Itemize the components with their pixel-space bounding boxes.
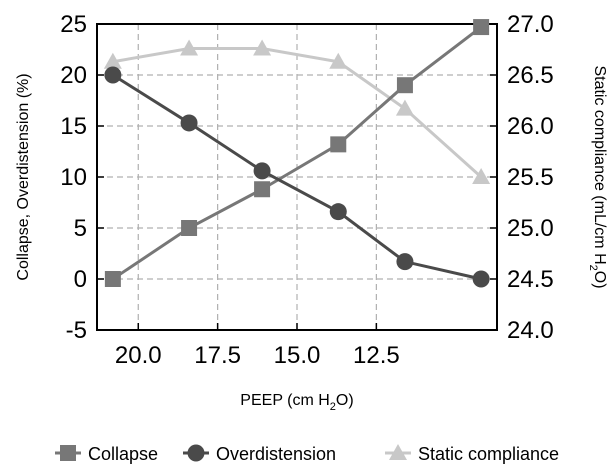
y-right-tick-label: 25.5 <box>507 164 554 191</box>
grid <box>97 24 497 330</box>
y-right-tick-label: 25.0 <box>507 215 554 242</box>
data-point-overdistension <box>329 203 347 221</box>
data-point-overdistension <box>253 162 271 180</box>
legend-item-overdistension: Overdistension <box>183 444 336 464</box>
legend-label-overdistension: Overdistension <box>216 444 336 464</box>
data-point-static-compliance <box>395 99 414 116</box>
data-point-overdistension <box>396 253 414 271</box>
data-point-static-compliance <box>180 39 199 56</box>
data-point-collapse <box>396 77 413 94</box>
tick-marks <box>97 23 497 331</box>
y-right-tick-label: 26.0 <box>507 113 554 140</box>
x-tick-label: 15.0 <box>274 342 321 369</box>
y-right-tick-label: 24.5 <box>507 266 554 293</box>
legend-label-collapse: Collapse <box>88 444 158 464</box>
x-tick-label: 12.5 <box>353 342 400 369</box>
y-axis-right-title-end: O) <box>591 271 608 289</box>
data-point-overdistension <box>472 270 490 288</box>
y-axis-right-title-subscript: 2 <box>587 265 599 271</box>
data-point-collapse <box>254 181 271 198</box>
y-left-tick-label: 5 <box>74 215 87 242</box>
y-left-tick-label: 10 <box>60 164 87 191</box>
data-point-static-compliance <box>253 39 272 56</box>
y-left-tick-label: -5 <box>66 317 87 344</box>
x-axis-title-subscript: 2 <box>330 401 336 413</box>
y-axis-right-title-main: Static compliance (mL/cm H <box>591 65 608 264</box>
x-axis-title-main: PEEP (cm H <box>240 392 330 409</box>
legend-marker-static-compliance <box>389 444 407 460</box>
data-point-collapse <box>104 271 121 287</box>
data-point-collapse <box>181 220 198 236</box>
series-overdistension <box>104 66 490 288</box>
legend-item-static-compliance: Static compliance <box>385 444 559 464</box>
legend-marker-collapse <box>60 445 76 461</box>
series-collapse <box>104 19 490 287</box>
series-static-compliance <box>103 39 491 184</box>
data-point-collapse <box>473 19 490 36</box>
legend: Collapse Overdistension Static compliance <box>55 444 559 464</box>
data-point-static-compliance <box>329 52 348 69</box>
series-line-collapse <box>112 25 483 281</box>
x-axis-title-end: O) <box>336 392 354 409</box>
series-layer <box>103 19 491 288</box>
tick-labels: -5 0 5 10 15 20 25 24.0 24.5 25.0 25.5 26.0 26.5 27.0… <box>60 11 553 369</box>
legend-item-collapse: Collapse <box>55 444 158 464</box>
x-tick-label: 20.0 <box>115 342 162 369</box>
y-right-tick-label: 27.0 <box>507 11 554 38</box>
legend-label-static-compliance: Static compliance <box>418 444 559 464</box>
x-axis-title: PEEP (cm H2O) <box>240 392 353 413</box>
series-line-overdistension <box>112 73 482 281</box>
data-point-static-compliance <box>472 168 491 184</box>
y-right-tick-label: 24.0 <box>507 317 554 344</box>
legend-marker-overdistension <box>187 444 205 462</box>
data-point-static-compliance <box>103 52 122 69</box>
y-left-tick-label: 15 <box>60 113 87 140</box>
data-point-overdistension <box>180 114 198 132</box>
data-point-overdistension <box>104 66 122 84</box>
y-left-tick-label: 0 <box>74 266 87 293</box>
y-right-tick-label: 26.5 <box>507 62 554 89</box>
y-left-tick-label: 20 <box>60 62 87 89</box>
y-axis-right-title: Static compliance (mL/cm H2O) <box>587 65 608 288</box>
x-tick-label: 17.5 <box>194 342 241 369</box>
y-axis-left-title: Collapse, Overdistension (%) <box>15 73 32 280</box>
series-line-static-compliance <box>112 46 483 179</box>
data-point-collapse <box>330 136 347 153</box>
y-left-tick-label: 25 <box>60 11 87 38</box>
